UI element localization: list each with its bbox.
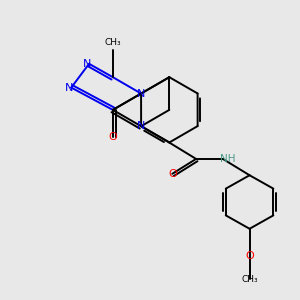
Text: O: O bbox=[168, 169, 177, 179]
Text: CH₃: CH₃ bbox=[104, 38, 121, 47]
Text: N: N bbox=[137, 88, 145, 98]
Text: N: N bbox=[82, 59, 91, 69]
Text: O: O bbox=[245, 250, 254, 260]
Text: N: N bbox=[65, 82, 73, 93]
Text: NH: NH bbox=[220, 154, 236, 164]
Text: O: O bbox=[109, 132, 117, 142]
Text: N: N bbox=[137, 121, 145, 131]
Text: CH₃: CH₃ bbox=[241, 275, 258, 284]
